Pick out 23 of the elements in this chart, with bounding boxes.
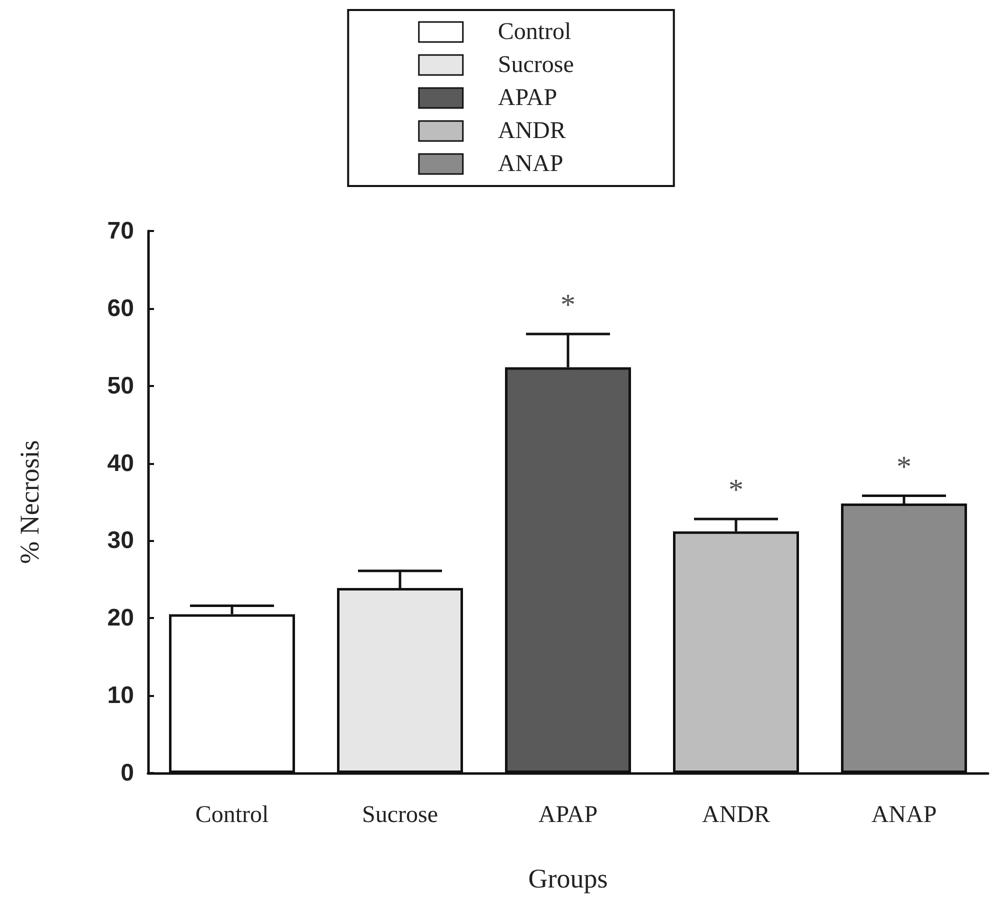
legend-label: Sucrose [498, 52, 574, 78]
data-label: * [560, 288, 576, 322]
x-tick-label: Sucrose [362, 802, 438, 828]
legend-label: APAP [498, 85, 558, 111]
legend-label: Control [498, 19, 572, 45]
y-tick-label: 30 [107, 527, 134, 554]
data-label: * [728, 474, 744, 507]
y-tick-label: 20 [107, 604, 134, 632]
x-tick-label: Control [195, 802, 269, 828]
data-label: * [896, 450, 912, 484]
y-axis-title: % Necrosis [14, 440, 44, 564]
y-tick-label: 60 [107, 294, 134, 322]
x-tick-label: APAP [538, 802, 598, 828]
y-tick-label: 40 [107, 450, 134, 477]
y-tick-label: 50 [107, 372, 134, 400]
x-axis-title: Groups [528, 864, 608, 894]
legend-label: ANDR [498, 118, 566, 144]
legend-label: ANAP [498, 151, 564, 177]
x-tick-label: ANDR [702, 802, 770, 828]
y-tick-label: 70 [107, 218, 134, 244]
y-tick-label: 0 [120, 760, 134, 786]
x-tick-label: ANAP [871, 802, 937, 828]
y-tick-label: 10 [107, 682, 134, 710]
